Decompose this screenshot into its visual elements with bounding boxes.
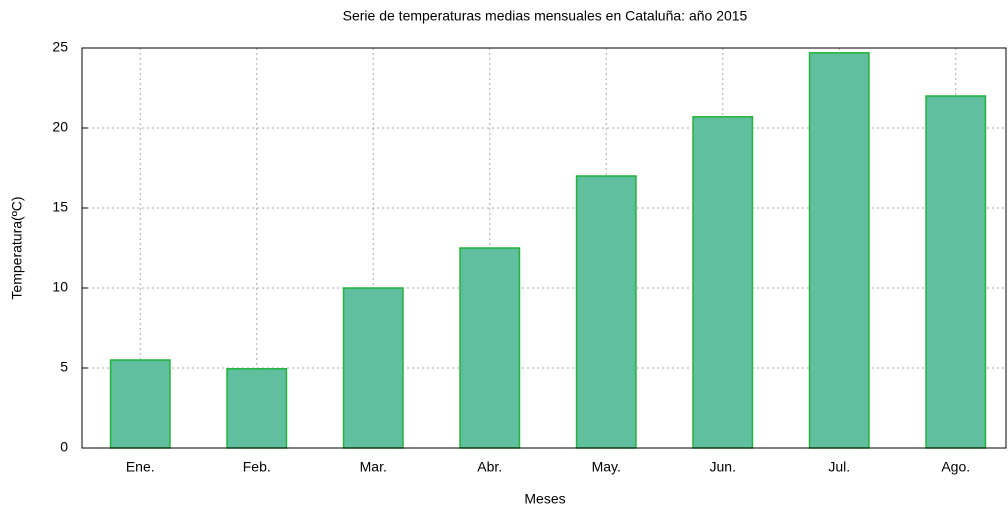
bar [575,175,637,449]
bar [692,116,754,449]
y-tick-label: 20 [52,119,68,135]
x-tick-label: Ene. [126,459,155,475]
bar [342,287,404,449]
x-tick-label: Mar. [360,459,387,475]
y-tick-label: 0 [60,439,68,455]
y-tick-label: 5 [60,359,68,375]
x-tick-label: Feb. [243,459,271,475]
bar [808,52,870,449]
y-axis-label: Temperatura(ºC) [9,196,25,299]
bar [109,359,171,449]
x-tick-label: May. [592,459,621,475]
y-tick-label: 10 [52,279,68,295]
x-tick-label: Jun. [710,459,736,475]
chart-title: Serie de temperaturas medias mensuales e… [343,8,748,24]
y-tick-label: 25 [52,39,68,55]
x-tick-label: Jul. [828,459,850,475]
bar [459,247,521,449]
y-tick-label: 15 [52,199,68,215]
x-tick-label: Abr. [477,459,502,475]
bar [925,95,987,449]
x-tick-label: Ago. [941,459,970,475]
plot-frame [81,47,1007,449]
bar [226,368,288,449]
x-axis-label: Meses [524,491,565,507]
